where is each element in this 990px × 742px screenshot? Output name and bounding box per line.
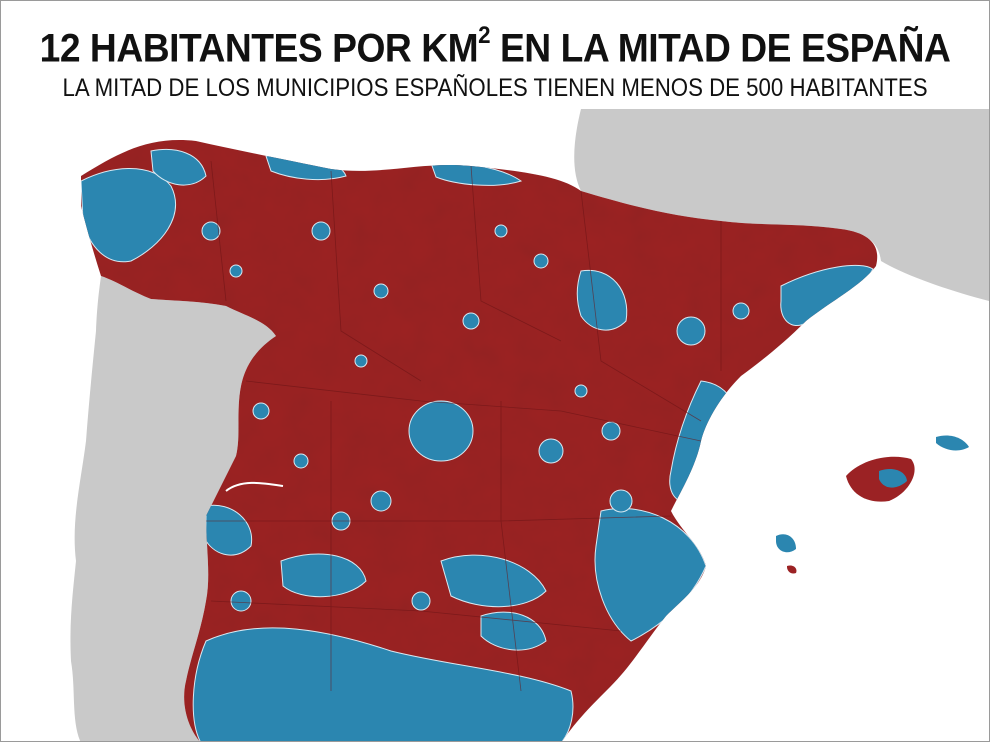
patch-madrid [408, 400, 474, 462]
title-superscript: 2 [478, 22, 491, 49]
patch-small [676, 316, 706, 346]
title-suffix: EN LA MITAD DE ESPAÑA [490, 26, 951, 71]
island-menorca [936, 435, 969, 451]
patch-small [230, 590, 252, 612]
patch-small [201, 221, 221, 241]
patch-small [732, 302, 750, 320]
patch-sevilla [280, 553, 367, 598]
patch-small [311, 221, 331, 241]
page-title: 12 HABITANTES POR KM2 EN LA MITAD DE ESP… [36, 17, 955, 71]
patch-galicia-2 [150, 148, 207, 186]
patch-small [601, 421, 621, 441]
header: 12 HABITANTES POR KM2 EN LA MITAD DE ESP… [1, 1, 989, 109]
patch-andalusia [192, 627, 574, 741]
region-portugal [70, 276, 276, 741]
province-boundaries [206, 160, 722, 692]
patch-small [494, 224, 508, 238]
patch-small [574, 384, 588, 398]
island-mallorca-patch [879, 469, 907, 488]
patch-small [538, 438, 564, 464]
region-france [574, 109, 989, 301]
density-patches [81, 148, 874, 741]
patch-extremadura [205, 504, 253, 556]
patch-small [252, 402, 270, 420]
island-ibiza [776, 534, 796, 553]
page-subtitle: LA MITAD DE LOS MUNICIPIOS ESPAÑOLES TIE… [62, 74, 928, 102]
patch-small [354, 354, 368, 368]
patch-small [370, 490, 392, 512]
patch-small [609, 489, 633, 513]
patch-small [293, 453, 309, 469]
island-formentera [787, 565, 797, 574]
river-line [225, 481, 284, 492]
patch-small [229, 264, 243, 278]
patch-small [373, 283, 389, 299]
patch-small [411, 591, 431, 611]
patch-galicia [81, 168, 176, 263]
patch-small [533, 253, 549, 269]
title-prefix: 12 HABITANTES POR KM [39, 26, 479, 71]
patch-jaen [440, 554, 547, 608]
patch-zaragoza [576, 269, 628, 331]
patch-small [462, 312, 480, 330]
balearic-islands [776, 435, 969, 574]
